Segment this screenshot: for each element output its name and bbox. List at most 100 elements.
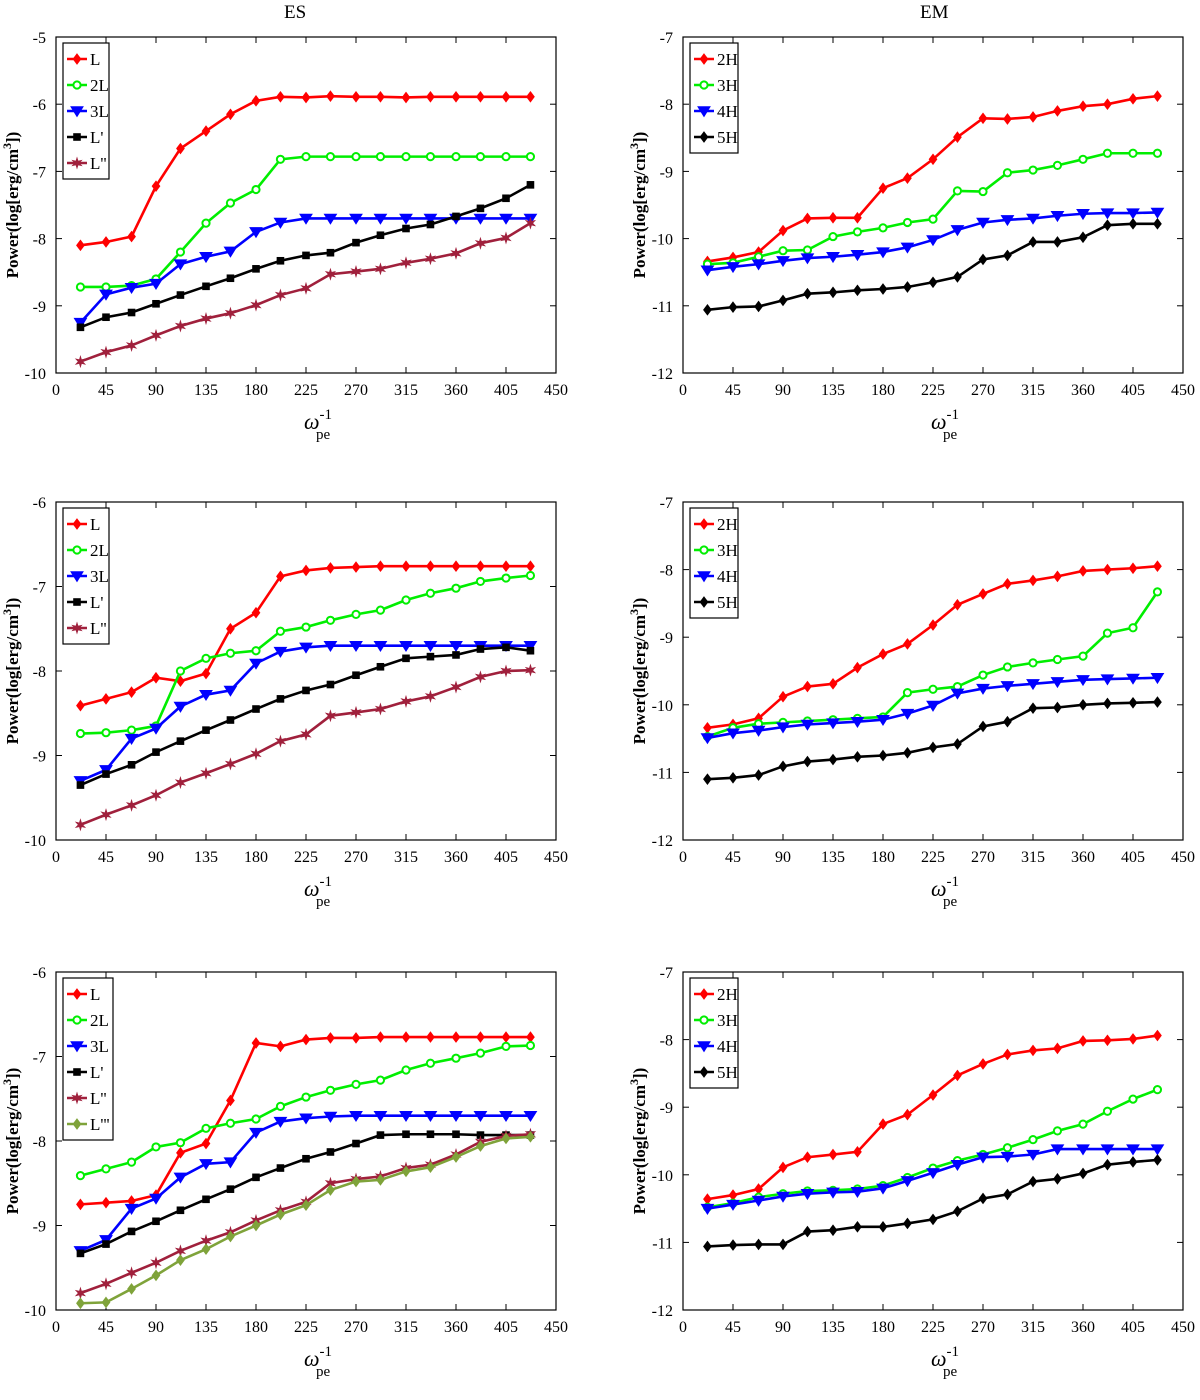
data-point [1076, 675, 1090, 687]
data-point [1052, 654, 1063, 665]
legend-label: 5H [717, 128, 738, 147]
data-point [850, 717, 865, 729]
y-tick-label: -11 [652, 1235, 673, 1252]
series-5H [703, 217, 1162, 316]
data-point [224, 306, 237, 320]
legend-box [62, 977, 114, 1141]
legend-label: L'' [90, 619, 107, 638]
data-point [76, 1198, 85, 1211]
data-point [903, 638, 912, 650]
data-point [199, 1159, 213, 1171]
data-point [451, 560, 461, 573]
legend-marker [71, 1091, 83, 1105]
legend-label: 3L [90, 1037, 109, 1056]
data-point [326, 1148, 335, 1156]
data-point [1002, 1143, 1013, 1153]
data-point [1153, 1154, 1162, 1166]
x-tick-label: 90 [775, 382, 791, 399]
data-point [226, 716, 235, 724]
data-point [176, 1206, 185, 1215]
x-tick-label: 225 [921, 849, 945, 866]
data-point [426, 1031, 435, 1043]
data-point [351, 561, 361, 573]
data-point [249, 1127, 263, 1139]
data-point [902, 688, 913, 698]
data-point [100, 1277, 112, 1291]
data-point [350, 265, 362, 279]
legend: 2H 3H 4H 5H [689, 42, 739, 154]
data-point [452, 1130, 460, 1139]
data-point [226, 108, 235, 121]
data-point [149, 1193, 163, 1205]
data-point [302, 251, 310, 260]
x-tick-label: 0 [52, 1319, 60, 1336]
legend-marker [73, 1068, 81, 1076]
data-point [176, 142, 185, 155]
data-point [175, 1138, 186, 1148]
legend-label: 2H [717, 515, 738, 534]
y-tick-label: -8 [660, 1033, 673, 1050]
legend-marker [699, 518, 709, 530]
y-tick-label: -7 [33, 164, 46, 181]
plot-frame [682, 501, 1184, 841]
y-tick-label: -11 [652, 299, 673, 316]
legend-label: 3H [717, 1011, 738, 1030]
data-point [928, 276, 938, 289]
data-point [1153, 560, 1162, 573]
data-point [301, 91, 311, 104]
data-point [900, 708, 915, 720]
legend-label: 4H [717, 567, 738, 586]
data-point [778, 246, 788, 256]
data-point [276, 256, 285, 265]
data-point [124, 282, 139, 294]
data-point [978, 720, 988, 733]
data-point [1150, 1144, 1165, 1156]
data-point [425, 588, 436, 598]
data-point [325, 1085, 336, 1095]
legend-marker [699, 1015, 709, 1025]
data-point [101, 236, 111, 248]
x-tick-label: 45 [98, 382, 114, 399]
y-tick-label: -7 [660, 30, 673, 47]
data-point [903, 172, 912, 184]
data-point [953, 1205, 962, 1218]
data-point [703, 1240, 712, 1253]
y-tick-label: -10 [652, 1168, 673, 1185]
data-point [1078, 698, 1088, 711]
data-point [1026, 213, 1040, 225]
data-point [903, 281, 912, 293]
y-axis-label: Power(log[erg/cm3]) [627, 598, 649, 745]
data-point [373, 1110, 388, 1122]
y-axis-label: Power(log[erg/cm3]) [0, 598, 22, 745]
data-point [828, 1224, 838, 1237]
data-point [400, 694, 412, 708]
series-L'' [74, 216, 537, 369]
data-point [401, 1165, 411, 1178]
x-tick-label: 315 [1021, 382, 1045, 399]
data-point [903, 746, 912, 759]
data-point [274, 288, 287, 302]
x-tick-label: 450 [1171, 382, 1195, 399]
data-point [953, 271, 962, 283]
data-point [1078, 1119, 1088, 1129]
x-tick-label: 180 [244, 382, 268, 399]
data-point [850, 1187, 865, 1199]
y-tick-label: -11 [652, 765, 673, 782]
data-point [751, 725, 766, 737]
data-point [474, 236, 487, 250]
data-point [700, 1203, 715, 1215]
data-point [425, 1058, 436, 1068]
x-axis-label: ω-1 pe [931, 1344, 959, 1380]
y-tick-label: -6 [33, 97, 46, 114]
legend-marker [72, 1118, 82, 1130]
y-tick-label: -8 [33, 664, 46, 681]
data-point [101, 728, 111, 738]
x-tick-label: 90 [775, 849, 791, 866]
x-tick-label: 90 [148, 849, 164, 866]
data-point [125, 338, 138, 352]
data-point [352, 1139, 360, 1148]
x-tick-label: 135 [821, 382, 845, 399]
x-tick-label: 135 [194, 382, 218, 399]
data-point [173, 1172, 188, 1184]
data-point [375, 605, 386, 615]
